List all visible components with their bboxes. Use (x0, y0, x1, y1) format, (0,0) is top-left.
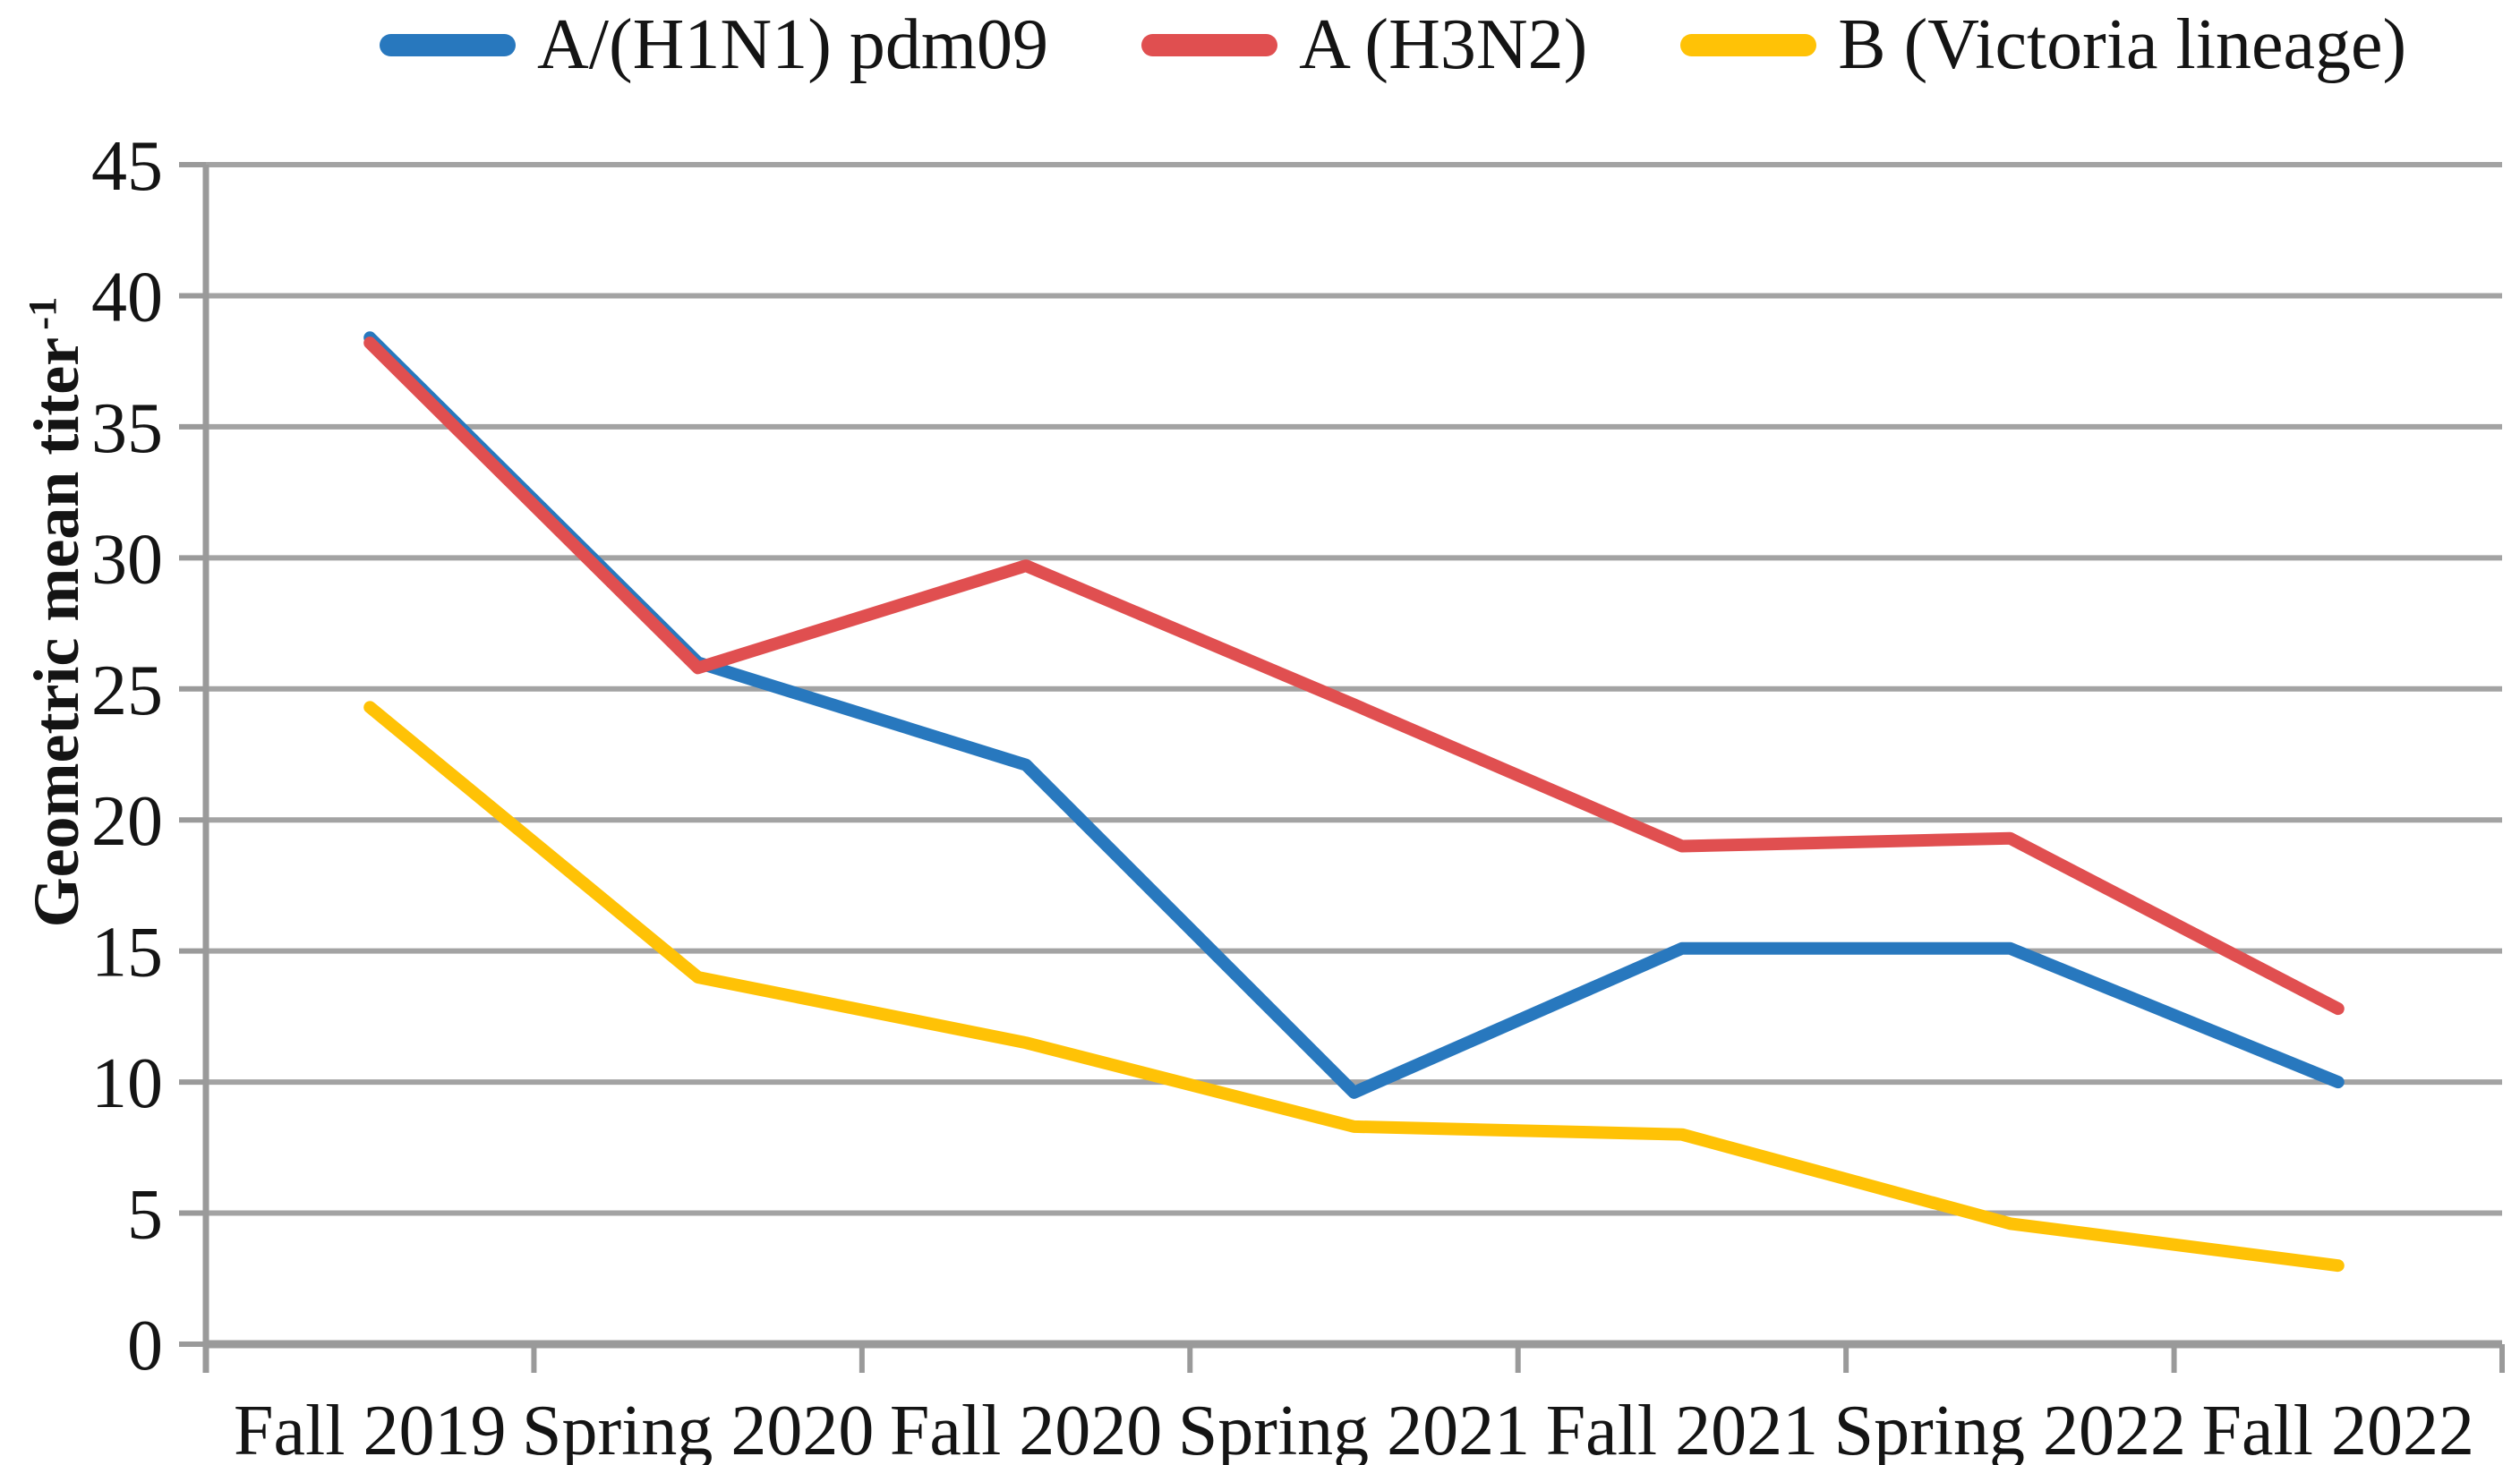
series-line-2-b-victoria-lineage- (363, 701, 2345, 1273)
legend-item-b-victoria: B (Victoria lineage) (1680, 9, 2406, 81)
y-tick-label-30: 30 (91, 520, 163, 599)
x-category-label-5: Spring 2022 (1834, 1392, 2186, 1465)
x-category-label-1: Spring 2020 (522, 1392, 874, 1465)
y-tick-label-0: 0 (127, 1307, 163, 1385)
y-tick-label-20: 20 (91, 782, 163, 861)
series-line-0-a-h1n1-pdm09 (363, 331, 2345, 1099)
y-tick-label-45: 45 (91, 127, 163, 206)
legend-item-h3n2: A (H3N2) (1141, 9, 1587, 81)
legend-item-h1n1: A/(H1N1) pdm09 (380, 9, 1048, 81)
x-category-label-6: Fall 2022 (2202, 1392, 2474, 1465)
legend: A/(H1N1) pdm09 A (H3N2) B (Victoria line… (380, 2, 2406, 88)
y-tick-label-35: 35 (91, 389, 163, 468)
legend-swatch-b-victoria-icon (1680, 33, 1817, 56)
x-category-label-0: Fall 2019 (234, 1392, 506, 1465)
x-category-label-2: Fall 2020 (890, 1392, 1162, 1465)
legend-swatch-h1n1-icon (380, 33, 516, 56)
y-tick-label-5: 5 (127, 1176, 163, 1255)
legend-label-b-victoria: B (Victoria lineage) (1838, 5, 2407, 84)
y-tick-label-15: 15 (91, 914, 163, 992)
series-line-1-a-h3n2- (363, 336, 2345, 1016)
legend-label-h1n1: A/(H1N1) pdm09 (537, 5, 1049, 84)
y-tick-label-40: 40 (91, 258, 163, 336)
y-tick-label-25: 25 (91, 652, 163, 730)
y-tick-label-10: 10 (91, 1044, 163, 1123)
x-category-label-4: Fall 2021 (1546, 1392, 1818, 1465)
x-category-label-3: Spring 2021 (1178, 1392, 1530, 1465)
legend-swatch-h3n2-icon (1141, 33, 1278, 56)
legend-label-h3n2: A (H3N2) (1299, 5, 1588, 84)
